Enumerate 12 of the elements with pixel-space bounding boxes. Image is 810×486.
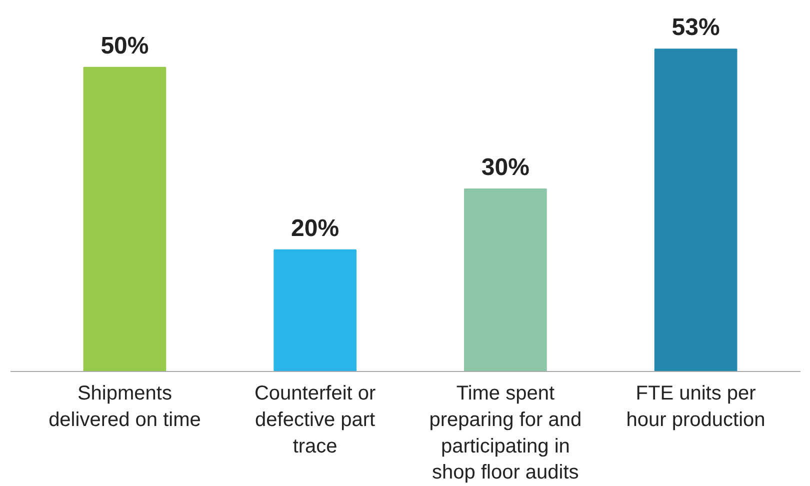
data-label: 20% <box>291 214 340 242</box>
data-label: 53% <box>672 14 720 42</box>
x-tick-label: Shipments delivered on time <box>48 382 201 431</box>
x-tick-label: Time spent preparing for and participating in shop floor audits <box>429 382 582 484</box>
bar <box>464 188 547 372</box>
bar <box>83 66 166 372</box>
bar <box>654 48 738 372</box>
x-tick-label: Counterfeit or defective part trace <box>254 382 376 458</box>
data-label: 30% <box>481 154 530 182</box>
x-tick-label: FTE units per hour production <box>626 382 766 431</box>
data-label: 50% <box>100 32 149 60</box>
bar <box>274 249 357 372</box>
